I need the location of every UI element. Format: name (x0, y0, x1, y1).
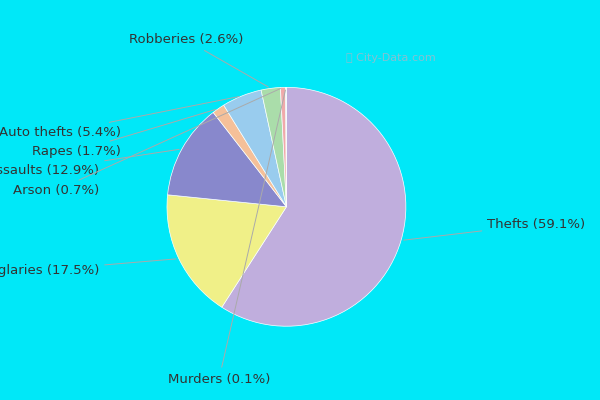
Wedge shape (167, 112, 286, 207)
Wedge shape (222, 87, 406, 326)
Wedge shape (213, 105, 286, 207)
Text: Auto thefts (5.4%): Auto thefts (5.4%) (0, 96, 239, 139)
Text: Burglaries (17.5%): Burglaries (17.5%) (0, 259, 176, 277)
Text: Murders (0.1%): Murders (0.1%) (168, 90, 286, 386)
Text: Arson (0.7%): Arson (0.7%) (13, 88, 281, 197)
Wedge shape (224, 90, 286, 207)
Wedge shape (261, 88, 286, 207)
Text: Robberies (2.6%): Robberies (2.6%) (128, 33, 268, 87)
Wedge shape (167, 195, 286, 307)
Text: Assaults (12.9%): Assaults (12.9%) (0, 149, 179, 177)
Text: ⓘ City-Data.com: ⓘ City-Data.com (346, 54, 436, 64)
Text: Thefts (59.1%): Thefts (59.1%) (404, 218, 586, 240)
Text: Rapes (1.7%): Rapes (1.7%) (32, 110, 216, 158)
Wedge shape (280, 87, 286, 207)
